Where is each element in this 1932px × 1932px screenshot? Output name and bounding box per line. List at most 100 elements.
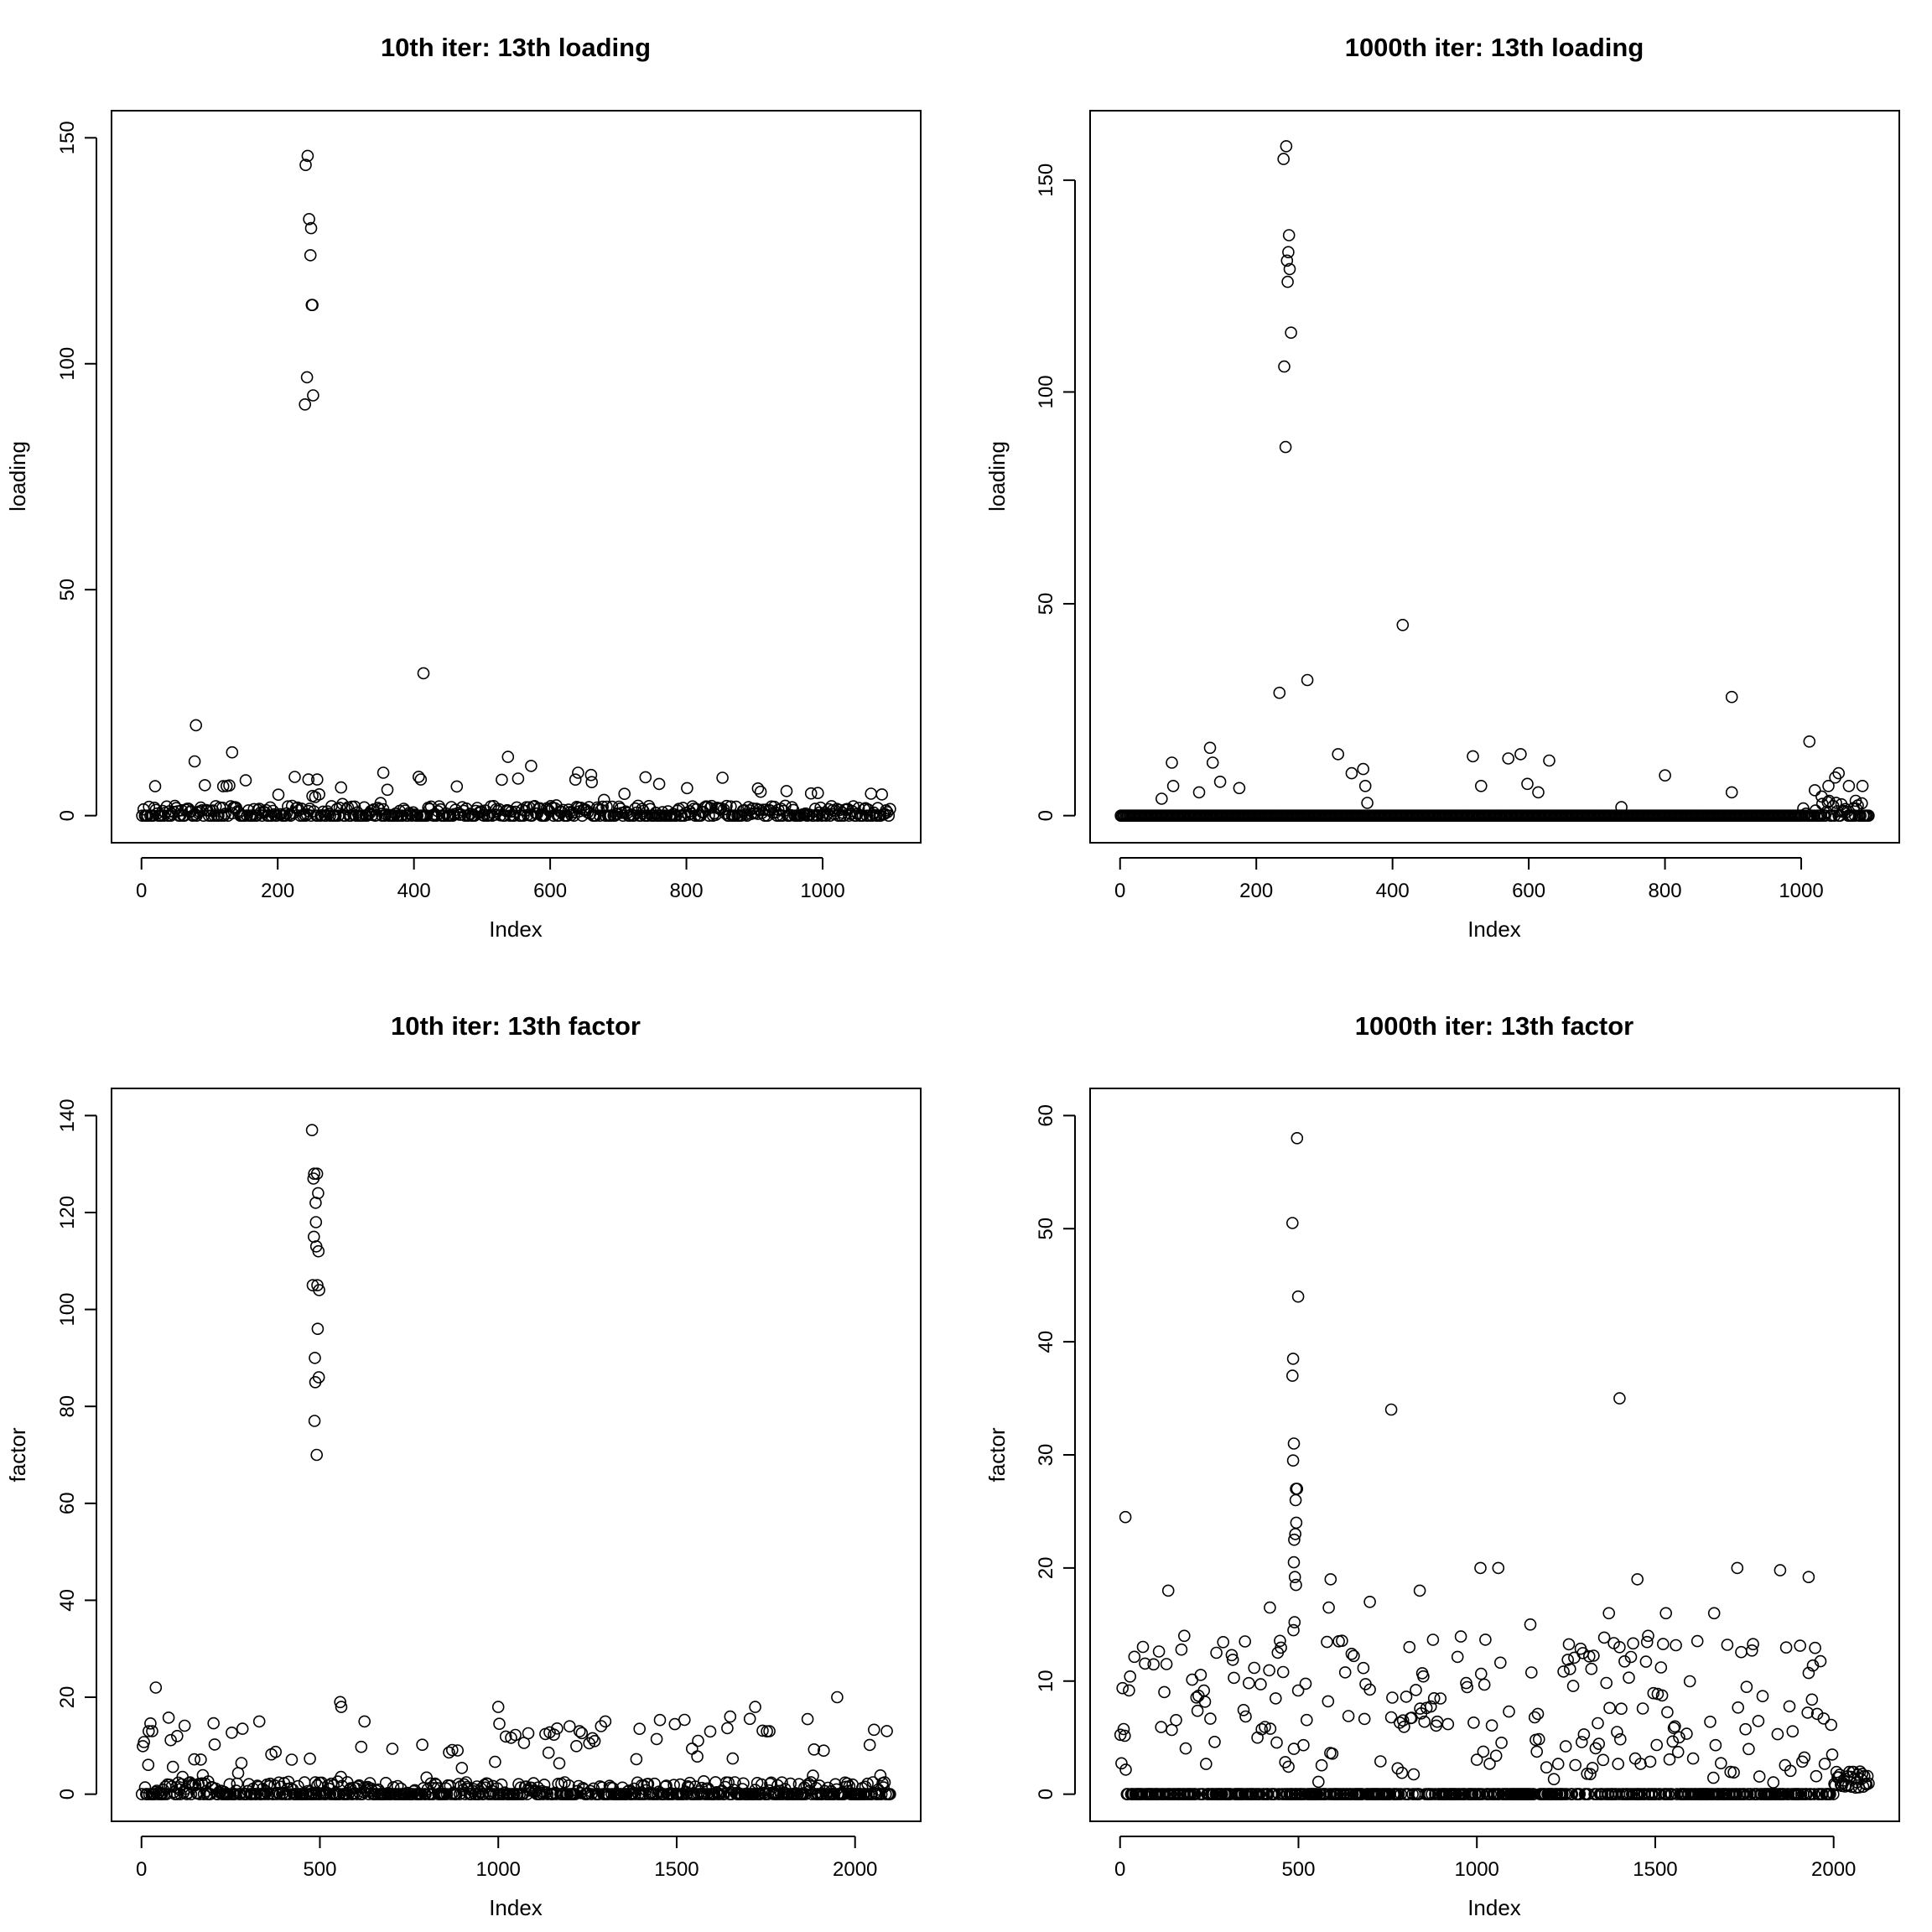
data-point bbox=[1798, 1751, 1811, 1764]
data-point bbox=[1829, 771, 1841, 784]
data-point bbox=[1228, 1671, 1240, 1685]
data-point bbox=[1124, 1670, 1136, 1683]
data-point bbox=[1495, 1737, 1508, 1749]
data-point bbox=[863, 1738, 876, 1752]
y-tick-label: 0 bbox=[1035, 810, 1057, 821]
data-point bbox=[1557, 1665, 1570, 1678]
data-point bbox=[652, 777, 666, 791]
y-axis-label: factor bbox=[984, 1427, 1010, 1482]
data-point bbox=[1398, 1721, 1410, 1733]
data-point bbox=[1166, 756, 1178, 769]
data-point bbox=[142, 1758, 155, 1771]
data-point bbox=[1200, 1758, 1213, 1770]
data-point bbox=[1282, 1760, 1295, 1774]
data-point bbox=[1268, 1788, 1281, 1800]
data-point bbox=[588, 1735, 601, 1748]
data-point bbox=[1322, 1695, 1335, 1708]
data-point bbox=[831, 1690, 844, 1704]
x-tick-label: 1000 bbox=[1779, 880, 1823, 902]
data-point bbox=[1597, 1631, 1611, 1644]
data-point bbox=[306, 299, 319, 312]
data-point bbox=[1280, 140, 1293, 153]
data-point bbox=[1803, 735, 1816, 748]
y-tick-label: 20 bbox=[56, 1686, 79, 1709]
data-point bbox=[1474, 1561, 1487, 1575]
data-point bbox=[1856, 779, 1869, 792]
data-point bbox=[1830, 797, 1842, 809]
scatter-panel-2: 1000th iter: 13th loading Index loading … bbox=[984, 33, 1900, 942]
data-point bbox=[1342, 1710, 1355, 1722]
data-point bbox=[1467, 750, 1479, 763]
data-point bbox=[1259, 1721, 1271, 1733]
data-point bbox=[563, 1720, 576, 1732]
data-point bbox=[1194, 1669, 1208, 1681]
data-point bbox=[1524, 1618, 1537, 1631]
data-point bbox=[166, 1760, 179, 1774]
data-point bbox=[1670, 1639, 1682, 1652]
data-point bbox=[304, 249, 317, 262]
data-point bbox=[1289, 1493, 1302, 1507]
data-point bbox=[252, 1715, 266, 1728]
data-point bbox=[1858, 1769, 1871, 1783]
data-point bbox=[1441, 1717, 1455, 1731]
data-point bbox=[1275, 1641, 1287, 1654]
data-point bbox=[1631, 1573, 1644, 1586]
data-point bbox=[310, 1167, 324, 1180]
data-point bbox=[1814, 1654, 1827, 1668]
data-point bbox=[334, 1696, 347, 1709]
data-point bbox=[1731, 1561, 1744, 1575]
data-point bbox=[1818, 1758, 1831, 1770]
x-tick-label: 600 bbox=[533, 880, 567, 902]
data-point bbox=[575, 1727, 589, 1740]
data-point bbox=[1576, 1736, 1588, 1748]
data-point bbox=[269, 1745, 283, 1758]
x-tick-label: 2000 bbox=[1811, 1858, 1856, 1881]
data-point bbox=[572, 766, 584, 779]
data-point bbox=[596, 800, 610, 813]
data-point bbox=[451, 1744, 465, 1757]
data-point bbox=[1540, 1761, 1553, 1774]
data-point bbox=[1784, 1764, 1797, 1778]
data-point bbox=[1640, 1635, 1654, 1649]
data-point bbox=[756, 1724, 769, 1737]
y-tick-label: 0 bbox=[1035, 1789, 1057, 1800]
data-point bbox=[1358, 779, 1372, 792]
data-point bbox=[1503, 1705, 1515, 1718]
data-point bbox=[1492, 1561, 1505, 1575]
data-point bbox=[1239, 1635, 1251, 1648]
data-point bbox=[223, 779, 236, 792]
data-point bbox=[1680, 1727, 1693, 1740]
chart-title: 10th iter: 13th factor bbox=[391, 1011, 641, 1041]
data-point bbox=[1551, 1758, 1565, 1770]
data-point bbox=[1326, 1748, 1339, 1760]
data-point bbox=[239, 774, 252, 787]
data-point bbox=[1282, 229, 1296, 242]
data-point bbox=[1502, 752, 1514, 765]
data-point bbox=[1592, 1737, 1605, 1750]
data-point bbox=[1417, 1670, 1430, 1683]
y-axis-label: loading bbox=[5, 441, 30, 512]
data-point bbox=[1301, 673, 1314, 687]
data-point bbox=[309, 1216, 323, 1228]
x-tick-label: 600 bbox=[1512, 880, 1545, 902]
data-point bbox=[1489, 1749, 1503, 1763]
data-point bbox=[599, 1715, 612, 1728]
data-point bbox=[1288, 1533, 1301, 1546]
data-point bbox=[1282, 246, 1295, 259]
data-point bbox=[801, 1712, 814, 1726]
data-point bbox=[1279, 440, 1292, 454]
data-point bbox=[1634, 1758, 1647, 1770]
data-point bbox=[1659, 1607, 1672, 1620]
data-point bbox=[1531, 1707, 1545, 1721]
data-point bbox=[1394, 1716, 1406, 1729]
chart-title: 1000th iter: 13th loading bbox=[1345, 33, 1644, 62]
data-point bbox=[1732, 1701, 1744, 1714]
y-tick-label: 0 bbox=[56, 1789, 79, 1800]
data-point bbox=[541, 1788, 554, 1800]
data-point bbox=[208, 1738, 221, 1751]
data-point bbox=[1806, 1659, 1820, 1672]
chart-title: 1000th iter: 13th factor bbox=[1355, 1011, 1634, 1041]
data-point bbox=[195, 1753, 207, 1766]
